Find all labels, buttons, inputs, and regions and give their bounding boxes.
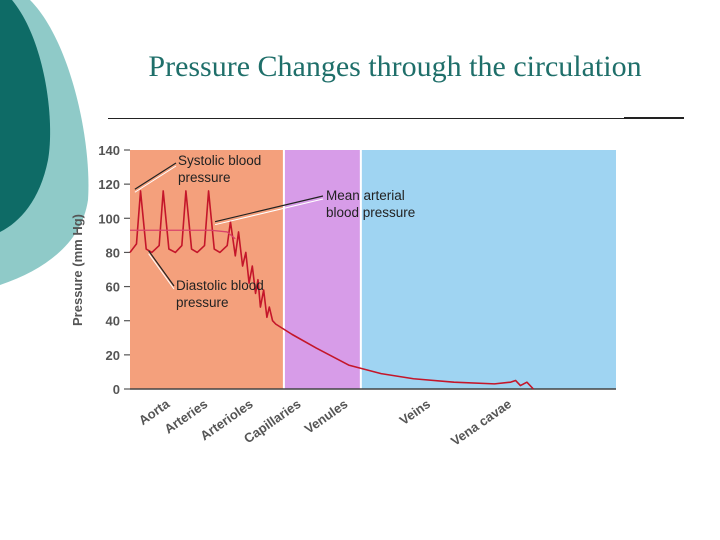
y-tick-label: 40 (106, 314, 120, 329)
annotation-leader-line (214, 195, 324, 223)
region-band-venules (360, 150, 616, 389)
y-axis-label: Pressure (mm Hg) (70, 214, 85, 326)
annotation-text: Mean arterial (326, 188, 405, 203)
x-category-label: Veins (397, 396, 433, 428)
annotation-text: Systolic blood (178, 153, 261, 168)
y-tick-label: 0 (113, 382, 120, 397)
y-tick-label: 80 (106, 245, 120, 260)
teal-dark-shape (0, 0, 51, 232)
annotation-leader-halo (148, 253, 175, 290)
series-line-mean-arterial (130, 229, 236, 240)
x-category-label: Venules (302, 396, 351, 436)
chart-regions (130, 150, 616, 389)
slide-title: Pressure Changes through the circulation (148, 50, 642, 83)
chart-annotations: Systolic blood pressure Mean arterial blood… (134, 153, 415, 310)
annotation-text: pressure (176, 295, 229, 310)
y-tick-label: 140 (98, 143, 120, 158)
annotation-text: pressure (178, 170, 231, 185)
annotation-leader-halo (214, 198, 324, 226)
y-tick-label: 120 (98, 177, 120, 192)
title-divider (108, 118, 684, 119)
annotation-text: blood pressure (326, 205, 415, 220)
region-band-capillaries (283, 150, 361, 389)
annotation-leader-line (134, 162, 177, 190)
y-tick-label: 60 (106, 280, 120, 295)
x-category-label: Vena cavae (448, 396, 514, 449)
region-band-aorta (130, 150, 284, 389)
series-line-blood-pressure (129, 190, 534, 390)
annotation-leader-line (148, 250, 175, 287)
y-tick-label: 100 (98, 211, 120, 226)
title-divider-accent (624, 117, 684, 119)
y-tick-label: 20 (106, 348, 120, 363)
annotation-text: Diastolic blood (176, 278, 264, 293)
chart-series (129, 190, 534, 390)
annotation-leader-halo (134, 165, 177, 193)
